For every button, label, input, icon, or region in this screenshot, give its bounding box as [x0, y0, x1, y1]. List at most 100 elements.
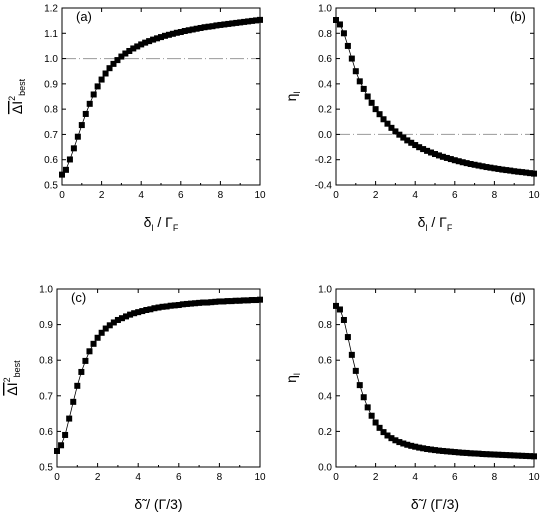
- x-axis-title: δl / ΓF: [144, 214, 179, 233]
- data-point: [196, 299, 203, 306]
- data-point: [217, 21, 224, 28]
- data-point: [364, 404, 371, 411]
- data-point: [135, 309, 142, 316]
- data-point: [348, 351, 355, 358]
- series-line: [335, 305, 535, 457]
- series-line: [56, 299, 261, 452]
- x-tick-label: 6: [452, 472, 458, 483]
- data-point: [352, 68, 359, 75]
- data-point: [229, 20, 236, 27]
- data-point: [384, 120, 391, 127]
- data-point: [187, 300, 194, 307]
- y-tick-label: 0.8: [39, 356, 53, 367]
- data-point: [360, 394, 367, 401]
- data-point: [155, 304, 162, 311]
- data-point: [420, 445, 427, 452]
- y-tick-label: 0.5: [44, 181, 58, 192]
- data-point: [443, 154, 450, 161]
- x-tick-label: 4: [412, 472, 418, 483]
- data-point: [158, 34, 164, 41]
- data-point: [364, 93, 371, 100]
- data-point: [146, 38, 153, 45]
- data-point: [443, 448, 450, 455]
- x-tick-label: 0: [54, 472, 60, 483]
- data-point: [491, 165, 498, 172]
- data-point: [416, 444, 423, 451]
- panel-d: 0 2 4 6 8 10 0.0 0.2 0.4 0.6 0.8 1.0 (d) δ̃ / (Γ/3) ηl: [283, 285, 540, 513]
- data-point: [511, 168, 518, 175]
- data-point: [380, 116, 387, 123]
- data-point: [110, 60, 117, 67]
- x-tick-label: 0: [333, 472, 339, 483]
- data-point: [388, 124, 395, 131]
- data-point: [216, 298, 223, 305]
- data-point: [483, 164, 490, 171]
- data-point: [228, 298, 235, 305]
- data-point: [495, 165, 502, 172]
- data-point: [159, 303, 166, 310]
- y-tick-label: 0.5: [39, 463, 53, 474]
- data-point: [224, 298, 231, 305]
- y-tick-label: 0.4: [318, 391, 332, 402]
- data-point: [62, 166, 69, 173]
- y-tick-label: 0.6: [318, 356, 332, 367]
- data-point: [483, 451, 490, 458]
- data-point: [232, 297, 239, 304]
- panel-label: (a): [76, 9, 92, 24]
- data-point: [475, 450, 482, 457]
- y-tick-label: 0.9: [39, 320, 53, 331]
- y-tick-label: 0.6: [318, 54, 332, 65]
- data-point: [503, 452, 510, 459]
- data-point: [240, 297, 247, 304]
- x-tick-label: 10: [254, 190, 266, 201]
- data-point: [221, 21, 228, 28]
- data-point: [380, 429, 387, 436]
- data-point: [130, 45, 137, 52]
- x-tick-label: 8: [217, 472, 223, 483]
- data-point: [447, 448, 454, 455]
- data-point: [213, 22, 220, 29]
- x-axis-title: δ̃ / (Γ/3): [411, 496, 459, 512]
- data-point: [126, 47, 133, 54]
- data-point: [487, 451, 494, 458]
- data-point: [372, 106, 379, 113]
- data-point: [412, 142, 419, 149]
- data-point: [412, 443, 419, 450]
- data-point: [408, 139, 415, 146]
- data-point: [189, 26, 196, 33]
- data-point: [151, 305, 158, 312]
- data-point: [451, 449, 458, 456]
- data-point: [435, 152, 442, 159]
- data-point: [340, 30, 347, 37]
- data-point: [428, 446, 435, 453]
- data-point: [384, 432, 391, 439]
- panel-label: (d): [510, 290, 526, 305]
- data-point: [515, 168, 522, 175]
- data-point: [503, 167, 510, 174]
- data-point: [376, 424, 383, 431]
- data-point: [122, 50, 129, 57]
- data-point: [90, 91, 97, 98]
- data-point: [241, 18, 248, 25]
- x-tick-label: 8: [218, 190, 224, 201]
- data-point: [511, 452, 518, 459]
- data-point: [499, 451, 506, 458]
- panel-b: 0 2 4 6 8 10 -0.4 -0.2 0.0 0.2 0.4 0.6 0.8 1.0 (b) δl /…: [283, 4, 540, 234]
- data-point: [336, 21, 343, 28]
- data-point: [106, 65, 113, 72]
- y-tick-label: 0.0: [318, 130, 332, 141]
- data-point: [439, 153, 446, 160]
- data-point: [400, 440, 407, 447]
- data-point: [523, 452, 530, 459]
- data-point: [459, 159, 466, 166]
- data-point: [356, 382, 363, 389]
- y-tick-label: 0.7: [39, 391, 53, 402]
- data-point: [98, 329, 105, 336]
- data-point: [175, 302, 182, 309]
- data-point: [392, 128, 399, 135]
- x-tick-label: 4: [138, 190, 144, 201]
- data-point: [82, 357, 89, 364]
- data-point: [220, 298, 227, 305]
- data-point: [139, 308, 146, 315]
